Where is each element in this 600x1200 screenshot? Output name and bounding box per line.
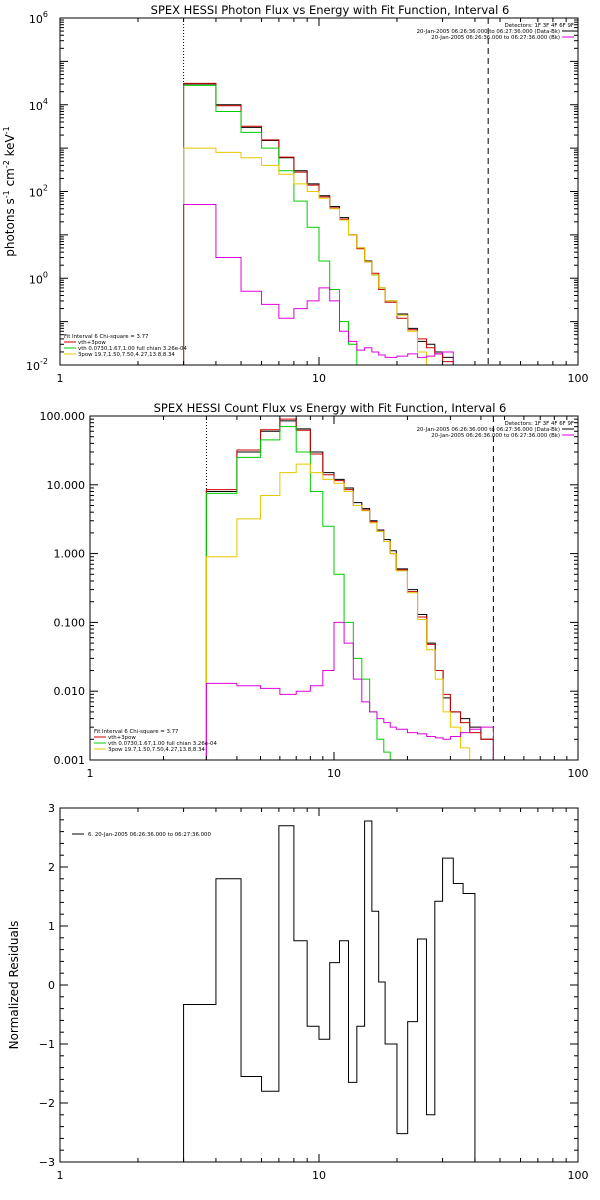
y-axis-label: photons s-1 cm-2 keV-1	[2, 126, 17, 257]
legend-detector-text: 20-Jan-2005 06:26:36.000 to 06:27:36.000…	[417, 29, 560, 35]
series-3-histogram	[183, 147, 436, 365]
series-1-histogram	[205, 418, 494, 760]
legend-fit-text: 3pow 19.7,1.50,7.50,4.27,13.8,8.34	[78, 352, 175, 358]
legend-fit-text: Fit Interval 6 Chi-square = 3.77	[64, 334, 148, 340]
legend-detector-text: Detectors: 1F 3F 4F 6F 9F	[505, 421, 574, 427]
y-label-text: keV	[3, 133, 17, 160]
y-tick-base: 10	[26, 360, 40, 373]
series-0-histogram	[183, 83, 454, 365]
y-tick-label: 1.000	[54, 548, 86, 561]
legend-detector-text: Detectors: 1F 3F 4F 6F 9F	[505, 23, 574, 29]
series-4-histogram	[205, 621, 494, 760]
y-tick-label: 0.001	[54, 754, 86, 767]
series-3-histogram	[205, 463, 471, 760]
plot-frame	[59, 807, 579, 1163]
y-tick-label: 0	[48, 979, 55, 992]
y-tick-label: 1	[48, 920, 55, 933]
legend-interval-text: 6. 20-Jan-2005 06:26:36.000 to 06:27:36.…	[88, 832, 211, 838]
series-1-histogram	[183, 82, 454, 365]
y-label-exponent: -1	[2, 126, 11, 134]
y-tick-label: −1	[39, 1038, 55, 1051]
y-tick-label: 0.010	[54, 685, 86, 698]
y-tick-label: 100	[29, 270, 48, 286]
y-tick-label: 104	[29, 97, 48, 113]
plot-frame	[89, 415, 579, 761]
y-label-text: cm	[3, 168, 17, 190]
y-label-text: photons s	[3, 198, 17, 257]
y-tick-label: 3	[48, 802, 55, 815]
y-tick-label: 102	[29, 184, 48, 200]
y-tick-exponent: -2	[40, 357, 48, 366]
y-tick-exponent: 0	[43, 270, 48, 279]
x-tick-label: 100	[568, 372, 589, 385]
legend-detector-text: 20-Jan-2005 06:26:36.000 to 06:27:36.000…	[431, 35, 560, 41]
legend-fit-text: vth+3pow	[108, 735, 136, 741]
x-tick-label: 10	[327, 767, 341, 780]
y-tick-base: 10	[29, 273, 43, 286]
y-tick-base: 10	[29, 13, 43, 26]
x-tick-label: 10	[312, 372, 326, 385]
x-tick-label: 1	[87, 767, 94, 780]
y-tick-base: 10	[29, 100, 43, 113]
y-tick-label: −2	[39, 1097, 55, 1110]
x-tick-label: 1	[57, 1169, 64, 1182]
y-tick-label: 2	[48, 861, 55, 874]
y-tick-label: 0.100	[54, 616, 86, 629]
y-tick-exponent: 4	[43, 97, 48, 106]
series-0-histogram	[205, 420, 494, 760]
y-label-exponent: -2	[2, 160, 11, 168]
legend-detector-text: 20-Jan-2005 06:26:36.000 to 06:27:36.000…	[417, 427, 560, 433]
y-label-exponent: -1	[2, 190, 11, 198]
y-tick-label: −3	[39, 1156, 55, 1169]
legend-fit-text: Fit Interval 6 Chi-square = 3.77	[94, 729, 178, 735]
y-tick-exponent: 6	[43, 10, 48, 19]
x-tick-label: 100	[568, 1169, 589, 1182]
series-4-histogram	[183, 204, 454, 365]
y-tick-label: 100.000	[40, 410, 86, 423]
legend-fit-text: vth 0.0730,1.67,1.00 full chian 3.26e-04	[78, 346, 187, 352]
count-flux-panel: SPEX HESSI Count Flux vs Energy with Fit…	[40, 401, 589, 780]
series-2-histogram	[205, 426, 391, 760]
legend-fit-text: vth 0.0730,1.67,1.00 full chian 3.26e-04	[108, 741, 217, 747]
series-2-histogram	[183, 84, 366, 365]
y-tick-label: 10-2	[26, 357, 48, 373]
series-0-histogram	[183, 820, 476, 1162]
x-tick-label: 10	[312, 1169, 326, 1182]
count-flux-title: SPEX HESSI Count Flux vs Energy with Fit…	[154, 401, 507, 415]
legend-fit-text: vth+3pow	[78, 340, 106, 346]
x-tick-label: 100	[568, 767, 589, 780]
y-tick-label: 106	[29, 10, 48, 26]
legend-fit-text: 3pow 19.7,1.50,7.50,4.27,13.8,8.34	[108, 747, 205, 753]
y-axis-label: Normalized Residuals	[7, 921, 21, 1050]
y-tick-base: 10	[29, 187, 43, 200]
y-tick-exponent: 2	[43, 184, 48, 193]
photon-flux-title: SPEX HESSI Photon Flux vs Energy with Fi…	[151, 3, 510, 17]
x-tick-label: 1	[57, 372, 64, 385]
legend-detector-text: 20-Jan-2005 06:26:36.000 to 06:27:36.000…	[431, 433, 560, 439]
photon-flux-panel: SPEX HESSI Photon Flux vs Energy with Fi…	[2, 3, 589, 385]
y-tick-label: 10.000	[47, 479, 86, 492]
